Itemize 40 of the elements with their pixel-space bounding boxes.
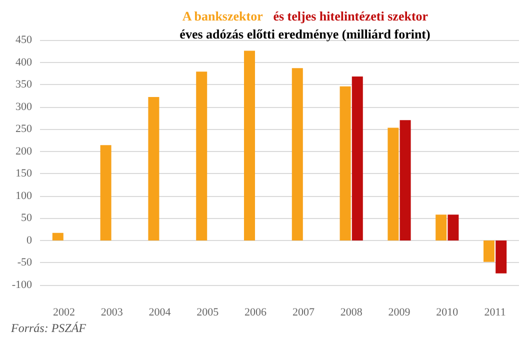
- x-tick-label: 2009: [388, 306, 411, 318]
- x-tick-label: 2008: [340, 306, 363, 318]
- x-tick-label: 2004: [148, 306, 172, 318]
- bar: [436, 214, 447, 240]
- y-tick-label: 350: [16, 78, 32, 91]
- chart-title: éves adózás előtti eredménye (milliárd forint): [180, 26, 430, 42]
- y-tick-label: 150: [16, 168, 32, 180]
- bar: [244, 50, 255, 240]
- y-tick-label: 450: [16, 34, 32, 46]
- y-tick-label: 250: [16, 123, 32, 136]
- bar: [148, 97, 160, 240]
- x-tick-label: 2010: [436, 306, 459, 318]
- bar: [448, 214, 459, 240]
- x-tick-label: 2005: [196, 306, 220, 318]
- y-tick-label: 100: [16, 190, 32, 202]
- bar: [340, 86, 351, 240]
- x-tick-label: 2011: [484, 306, 506, 318]
- text: és teljes hitelintézeti szektor: [273, 8, 428, 24]
- y-tick-label: 400: [16, 56, 32, 68]
- bar: [100, 145, 112, 240]
- bar: [352, 76, 363, 240]
- bar: [388, 128, 399, 240]
- bar: [52, 232, 64, 240]
- y-tick-label: -100: [12, 279, 32, 291]
- y-tick-label: 200: [16, 145, 32, 158]
- bar: [484, 240, 494, 262]
- x-tick-label: 2003: [100, 306, 124, 318]
- y-tick-label: 0: [26, 234, 32, 246]
- bar: [496, 240, 507, 274]
- text: A bankszektor: [182, 8, 264, 24]
- x-tick-label: 2006: [244, 306, 268, 318]
- bar: [400, 120, 411, 240]
- x-tick-label: 2002: [52, 306, 75, 318]
- bar: [292, 68, 303, 240]
- y-tick-label: 300: [16, 100, 32, 113]
- x-tick-label: 2007: [292, 306, 315, 318]
- bar: [196, 72, 208, 240]
- y-tick-label: -50: [17, 256, 32, 269]
- y-tick-label: 50: [21, 212, 32, 224]
- text: Forrás: PSZÁF: [10, 321, 87, 335]
